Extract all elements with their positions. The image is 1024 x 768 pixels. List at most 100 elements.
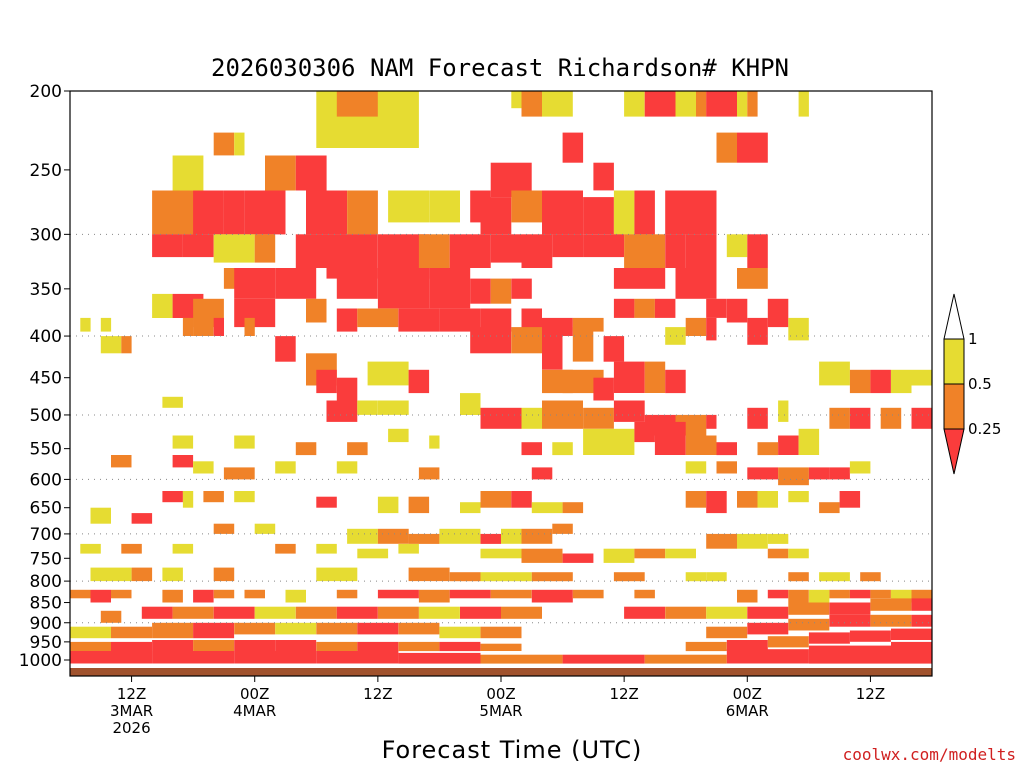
heatmap-cell bbox=[726, 298, 748, 323]
heatmap-cell bbox=[552, 234, 584, 258]
heatmap-cell bbox=[685, 491, 707, 508]
heatmap-cell bbox=[480, 533, 501, 544]
heatmap-cell bbox=[357, 641, 399, 652]
heatmap-cell bbox=[439, 641, 481, 652]
heatmap-cell bbox=[490, 589, 532, 599]
heatmap-cell bbox=[480, 197, 512, 235]
heatmap-cell bbox=[213, 567, 235, 582]
heatmap-cell bbox=[870, 614, 912, 627]
heatmap-cell bbox=[891, 369, 912, 394]
heatmap-cell bbox=[849, 461, 871, 474]
heatmap-cell bbox=[778, 400, 789, 422]
heatmap-cell bbox=[849, 630, 891, 642]
heatmap-cell bbox=[429, 190, 460, 223]
heatmap-cell bbox=[819, 502, 840, 514]
heatmap-cell bbox=[706, 572, 727, 582]
y-tick-label: 1000 bbox=[19, 651, 62, 671]
heatmap-cell bbox=[501, 528, 522, 544]
heatmap-cell bbox=[439, 626, 481, 639]
heatmap-cell bbox=[244, 317, 255, 336]
y-tick-label: 500 bbox=[30, 406, 62, 426]
source-credit[interactable]: coolwx.com/modelts bbox=[843, 745, 1016, 764]
heatmap-cell bbox=[285, 589, 306, 603]
heatmap-cell bbox=[737, 268, 768, 289]
heatmap-cell bbox=[316, 543, 337, 554]
heatmap-cell bbox=[644, 91, 676, 117]
heatmap-cell bbox=[521, 407, 542, 429]
x-tick-label: 12Z bbox=[856, 685, 885, 703]
heatmap-cell bbox=[357, 622, 399, 635]
heatmap-cell bbox=[665, 369, 686, 394]
heatmap-cell bbox=[634, 548, 666, 559]
heatmap-cell bbox=[193, 461, 214, 474]
heatmap-cell bbox=[911, 614, 932, 627]
y-tick-label: 800 bbox=[30, 572, 62, 592]
heatmap-cell bbox=[408, 369, 430, 394]
heatmap-cell bbox=[213, 523, 235, 534]
heatmap-cell bbox=[767, 589, 789, 599]
heatmap-cell bbox=[480, 643, 522, 651]
heatmap-cell bbox=[726, 234, 748, 258]
heatmap-cell bbox=[747, 467, 779, 480]
heatmap-cell bbox=[480, 491, 512, 508]
x-tick-label: 2026 bbox=[112, 719, 150, 737]
heatmap-cell bbox=[429, 268, 471, 309]
heatmap-cell bbox=[665, 548, 696, 559]
x-tick-label: 3MAR bbox=[110, 702, 153, 720]
heatmap-cell bbox=[377, 528, 409, 544]
heatmap-cell bbox=[182, 491, 194, 508]
legend-swatch-orange bbox=[943, 383, 965, 430]
heatmap-cell bbox=[121, 336, 132, 354]
heatmap-cell bbox=[757, 491, 778, 508]
heatmap-cell bbox=[583, 407, 614, 429]
heatmap-cell bbox=[501, 606, 542, 619]
heatmap-cell bbox=[182, 317, 194, 336]
heatmap-cell bbox=[767, 548, 789, 559]
heatmap-cell bbox=[449, 589, 491, 599]
heatmap-cell bbox=[808, 589, 830, 603]
heatmap-cell bbox=[193, 640, 235, 651]
heatmap-cell bbox=[336, 606, 378, 619]
heatmap-cell bbox=[511, 327, 543, 354]
heatmap-cell bbox=[593, 377, 614, 401]
heatmap-cell bbox=[234, 651, 317, 664]
heatmap-cell bbox=[244, 589, 265, 599]
heatmap-cell bbox=[737, 491, 758, 508]
heatmap-cell bbox=[80, 543, 101, 554]
heatmap-cell bbox=[726, 640, 768, 651]
heatmap-cells bbox=[70, 91, 932, 664]
heatmap-cell bbox=[798, 91, 809, 117]
heatmap-cell bbox=[377, 589, 419, 599]
heatmap-cell bbox=[665, 234, 686, 268]
heatmap-cell bbox=[223, 190, 245, 235]
heatmap-cell bbox=[706, 298, 727, 318]
heatmap-cell bbox=[562, 654, 645, 664]
heatmap-cell bbox=[726, 649, 809, 664]
heatmap-cell bbox=[819, 361, 850, 386]
heatmap-cell bbox=[706, 606, 748, 619]
heatmap-cell bbox=[213, 132, 235, 156]
chart-title: 2026030306 NAM Forecast Richardson# KHPN bbox=[211, 54, 789, 82]
heatmap-cell bbox=[675, 91, 696, 117]
heatmap-cell bbox=[511, 491, 532, 508]
heatmap-cell bbox=[593, 162, 614, 191]
heatmap-cell bbox=[634, 298, 655, 318]
heatmap-cell bbox=[398, 543, 419, 554]
heatmap-cell bbox=[480, 407, 522, 429]
heatmap-cell bbox=[531, 467, 553, 480]
legend-bottom-arrow bbox=[943, 428, 965, 475]
heatmap-cell bbox=[767, 298, 789, 328]
heatmap-cell bbox=[490, 278, 512, 304]
y-tick-label: 600 bbox=[30, 470, 62, 490]
heatmap-cell bbox=[480, 308, 512, 332]
heatmap-cell bbox=[295, 234, 327, 268]
x-tick-label: 00Z bbox=[733, 685, 762, 703]
heatmap-cell bbox=[336, 461, 358, 474]
heatmap-cell bbox=[788, 491, 809, 503]
heatmap-cell bbox=[460, 502, 481, 514]
heatmap-cell bbox=[388, 428, 409, 443]
heatmap-cell bbox=[911, 369, 932, 386]
heatmap-cell bbox=[121, 543, 142, 554]
heatmap-cell bbox=[583, 197, 614, 235]
